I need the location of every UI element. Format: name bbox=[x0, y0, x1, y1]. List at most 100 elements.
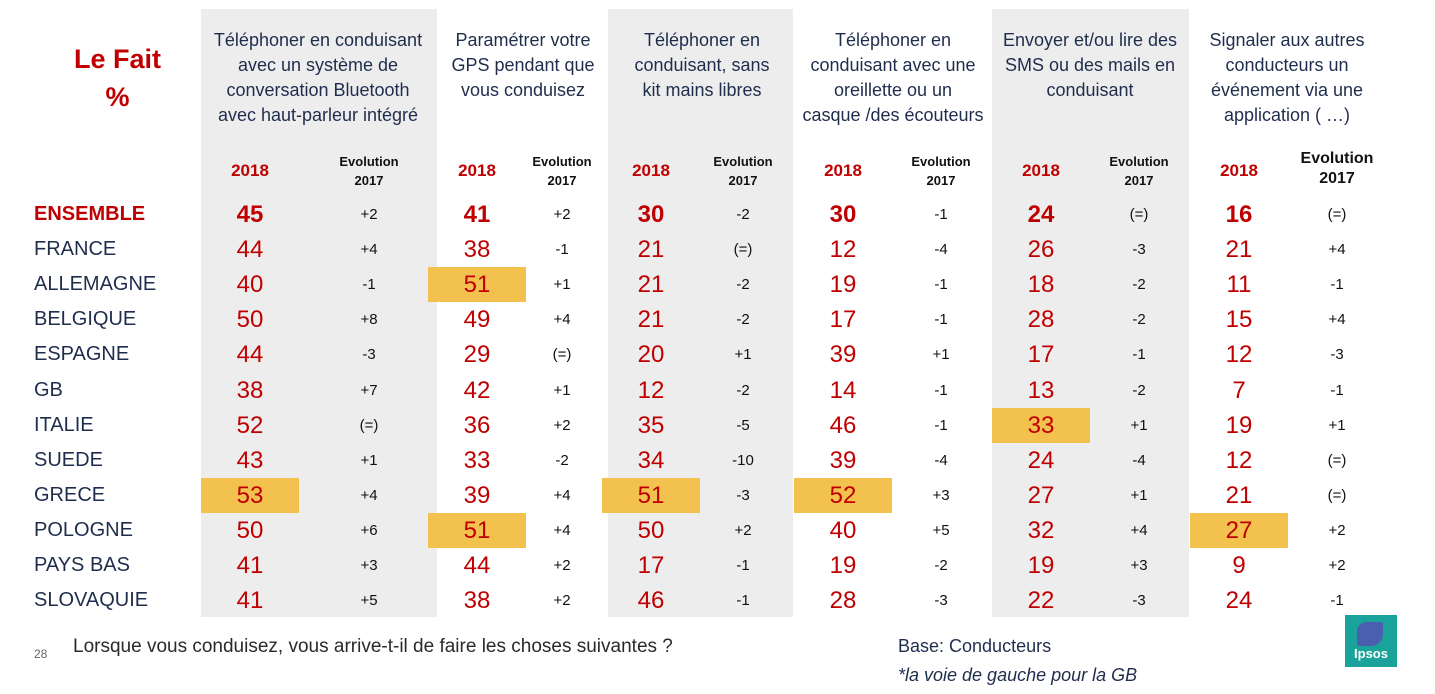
evolution-label-line: 2017 bbox=[728, 173, 758, 188]
evolution-cell: +4 bbox=[553, 522, 571, 539]
evolution-cell: -3 bbox=[1330, 346, 1344, 363]
evolution-cell: -3 bbox=[1132, 592, 1146, 609]
value-cell: 20 bbox=[637, 341, 665, 368]
evolution-cell: -2 bbox=[736, 206, 750, 223]
value-cell: 32 bbox=[1027, 517, 1055, 544]
evolution-cell: -2 bbox=[736, 311, 750, 328]
value-cell: 44 bbox=[236, 341, 264, 368]
country-label: SLOVAQUIE bbox=[34, 589, 149, 611]
column-header-line: kit mains libres bbox=[642, 80, 762, 100]
evolution-label: Evolution 2017 bbox=[1287, 149, 1387, 189]
evolution-cell: -10 bbox=[732, 452, 754, 469]
evolution-cell: -1 bbox=[934, 311, 948, 328]
evolution-cell: +4 bbox=[1130, 522, 1148, 539]
value-cell: 41 bbox=[236, 552, 264, 579]
evolution-cell: -4 bbox=[934, 241, 948, 258]
evolution-cell: +4 bbox=[553, 311, 571, 328]
value-cell: 11 bbox=[1226, 271, 1252, 298]
evolution-cell: -1 bbox=[934, 276, 948, 293]
evolution-cell: +2 bbox=[360, 206, 378, 223]
evolution-cell: -2 bbox=[736, 382, 750, 399]
value-cell: 45 bbox=[236, 201, 264, 228]
country-label: GRECE bbox=[34, 484, 106, 506]
evolution-cell: -1 bbox=[736, 557, 750, 574]
evolution-cell: (=) bbox=[552, 346, 572, 363]
column-header-line: avec haut-parleur intégré bbox=[217, 105, 419, 125]
value-cell: 17 bbox=[1027, 341, 1055, 368]
evolution-label-line: Evolution bbox=[1109, 154, 1169, 169]
column-header-line: conduisant bbox=[1046, 80, 1134, 100]
value-cell: 15 bbox=[1225, 306, 1253, 333]
value-cell: 21 bbox=[1225, 236, 1253, 263]
evolution-label-line: 2017 bbox=[547, 173, 577, 188]
value-cell: 50 bbox=[637, 517, 665, 544]
evolution-cell: -4 bbox=[934, 452, 948, 469]
column-header-line: avec un système de bbox=[237, 55, 399, 75]
evolution-cell: +2 bbox=[1328, 557, 1346, 574]
logo-text: Ipsos bbox=[1354, 646, 1388, 661]
year-label: 2018 bbox=[632, 161, 670, 180]
value-cell: 27 bbox=[1190, 513, 1288, 548]
evolution-cell: -1 bbox=[736, 592, 750, 609]
value-cell: 17 bbox=[829, 306, 857, 333]
evolution-cell: +4 bbox=[360, 487, 378, 504]
page-title: Le Fait % bbox=[30, 40, 205, 116]
value-cell: 44 bbox=[236, 236, 264, 263]
value-cell: 19 bbox=[829, 552, 857, 579]
value-cell: 12 bbox=[1225, 447, 1253, 474]
value-cell: 40 bbox=[829, 517, 857, 544]
evolution-cell: +1 bbox=[553, 382, 571, 399]
evolution-cell: +5 bbox=[360, 592, 378, 609]
value-cell: 17 bbox=[637, 552, 665, 579]
evolution-label-line: 2017 bbox=[926, 173, 956, 188]
value-cell: 22 bbox=[1027, 587, 1055, 614]
evolution-cell: +1 bbox=[1328, 417, 1346, 434]
country-label: SUEDE bbox=[34, 449, 103, 471]
column-header-line: conduisant, sans bbox=[634, 55, 770, 75]
evolution-cell: +2 bbox=[553, 557, 571, 574]
evolution-cell: -2 bbox=[1132, 276, 1146, 293]
value-cell: 21 bbox=[637, 306, 665, 333]
year-label: 2018 bbox=[1022, 161, 1060, 180]
value-cell: 46 bbox=[637, 587, 665, 614]
evolution-cell: +4 bbox=[553, 487, 571, 504]
evolution-cell: (=) bbox=[733, 241, 753, 258]
value-cell: 52 bbox=[794, 478, 892, 513]
year-label: 2018 bbox=[231, 161, 269, 180]
value-cell: 43 bbox=[236, 447, 264, 474]
evolution-cell: -2 bbox=[736, 276, 750, 293]
column-header-line: Paramétrer votre bbox=[455, 30, 591, 50]
evolution-cell: -4 bbox=[1132, 452, 1146, 469]
evolution-cell: -1 bbox=[362, 276, 376, 293]
column-header: Téléphoner en conduisant avec un système … bbox=[201, 28, 435, 128]
evolution-cell: -3 bbox=[736, 487, 750, 504]
column-header: Paramétrer votre GPS pendant que vous cond… bbox=[406, 28, 640, 103]
column-header: Téléphoner en conduisant, sans kit mains l… bbox=[585, 28, 819, 103]
evolution-cell: +2 bbox=[553, 417, 571, 434]
evolution-cell: +1 bbox=[553, 276, 571, 293]
evolution-label-line: Evolution bbox=[532, 154, 592, 169]
evolution-cell: +2 bbox=[553, 206, 571, 223]
evolution-cell: +5 bbox=[932, 522, 950, 539]
year-label: 2018 bbox=[1220, 161, 1258, 180]
value-cell: 30 bbox=[637, 201, 665, 228]
evolution-cell: +4 bbox=[1328, 241, 1346, 258]
evolution-cell: -1 bbox=[1132, 346, 1146, 363]
value-cell: 24 bbox=[1225, 587, 1253, 614]
column-band bbox=[201, 9, 437, 617]
value-cell: 42 bbox=[463, 377, 491, 404]
value-cell: 50 bbox=[236, 306, 264, 333]
country-label: BELGIQUE bbox=[34, 308, 137, 330]
evolution-cell: -1 bbox=[1330, 592, 1344, 609]
column-header-line: Téléphoner en bbox=[643, 30, 761, 50]
value-cell: 35 bbox=[637, 412, 665, 439]
country-label: ENSEMBLE bbox=[34, 203, 146, 225]
value-cell: 40 bbox=[236, 271, 264, 298]
column-header-line: Signaler aux autres bbox=[1209, 30, 1365, 50]
evolution-cell: +2 bbox=[1328, 522, 1346, 539]
value-cell: 13 bbox=[1027, 377, 1055, 404]
evolution-cell: +4 bbox=[1328, 311, 1346, 328]
column-header-line: Téléphoner en bbox=[834, 30, 952, 50]
value-cell: 38 bbox=[463, 587, 491, 614]
column-header-line: événement via une bbox=[1210, 80, 1364, 100]
